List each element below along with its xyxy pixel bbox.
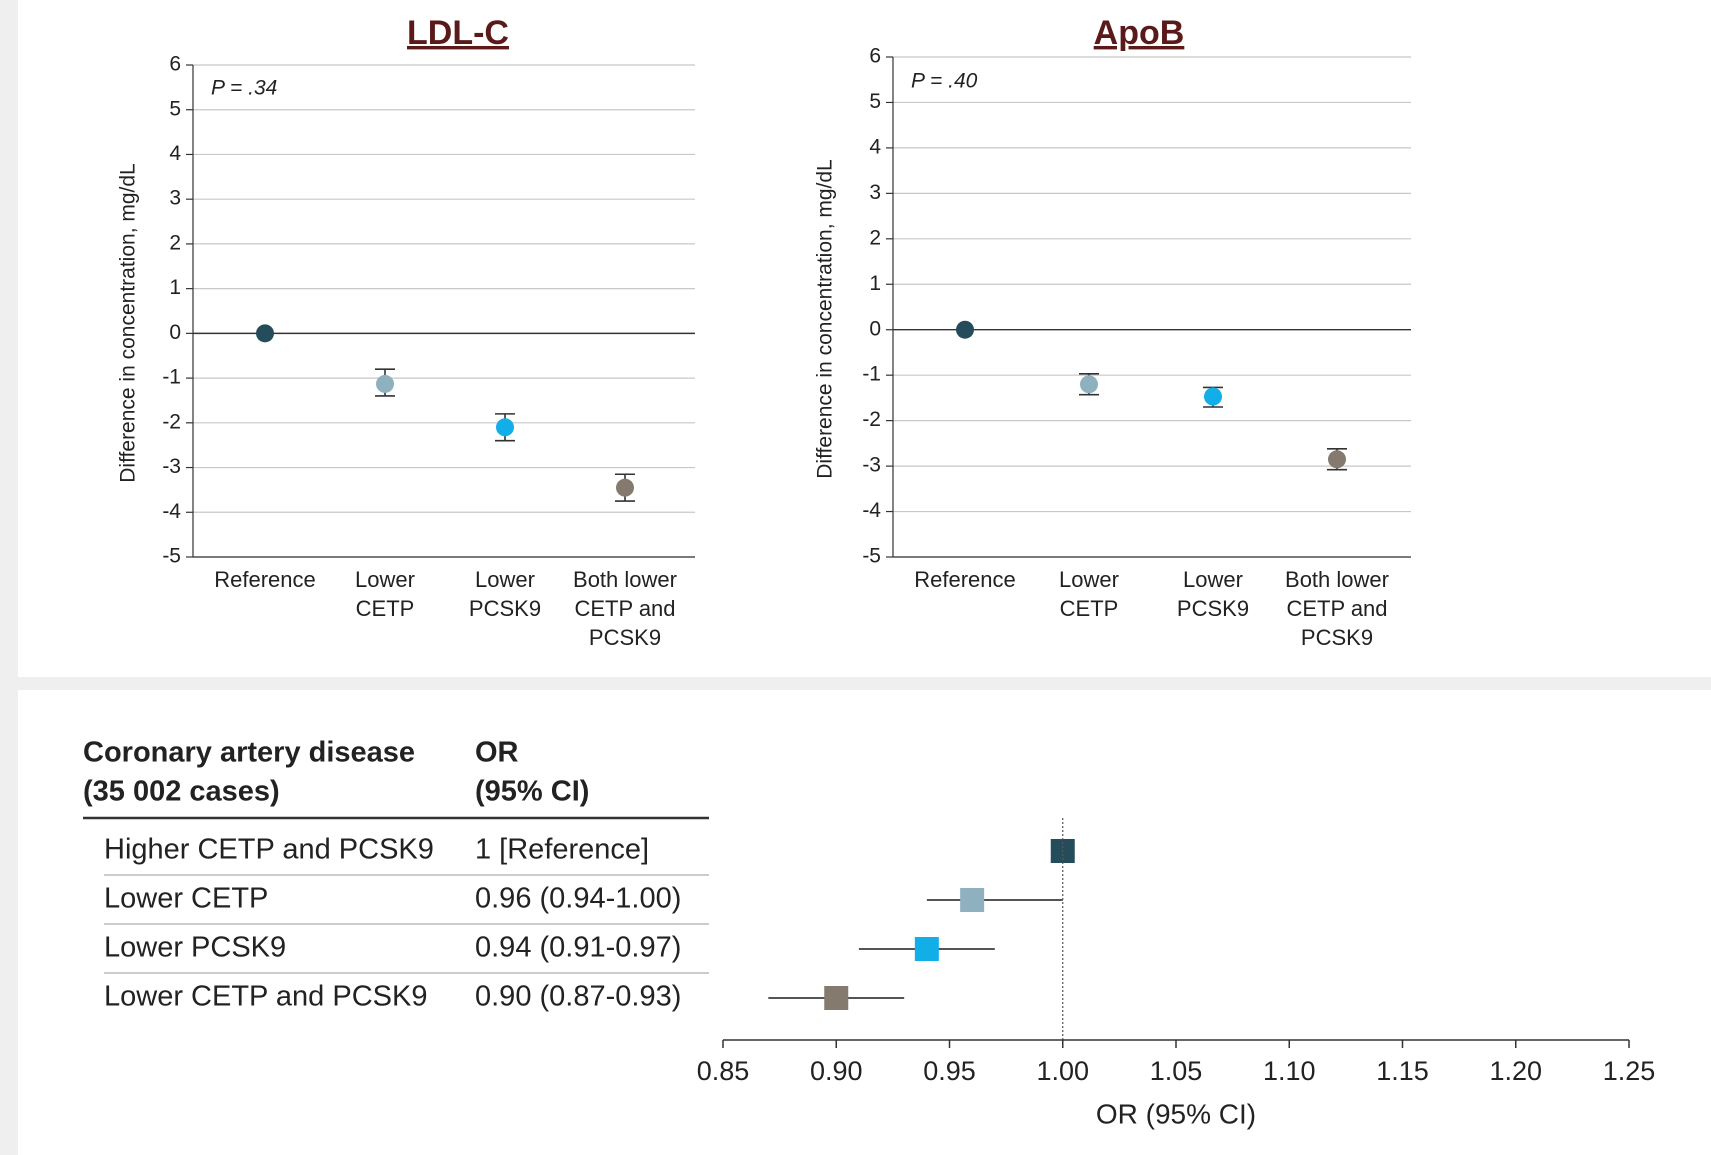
marker	[960, 888, 985, 912]
column-header: (95% CI)	[475, 776, 589, 808]
y-tick-label: 5	[869, 90, 881, 113]
point	[256, 324, 274, 343]
y-tick-label: -1	[862, 363, 881, 386]
y-tick-label: 1	[169, 276, 181, 299]
x-tick-label: Lower CETP	[355, 567, 415, 621]
x-tick-label: Reference	[214, 567, 316, 592]
x-tick-label: 0.85	[697, 1056, 750, 1086]
y-tick-label: 6	[169, 53, 181, 76]
y-tick-label: 5	[169, 97, 181, 120]
x-tick-label: 0.90	[810, 1056, 863, 1086]
y-tick-label: -1	[162, 366, 181, 389]
x-axis-label: OR (95% CI)	[1096, 1098, 1256, 1129]
y-axis-label: Difference in concentration, mg/dL	[117, 163, 140, 482]
value-label: 0.90 (0.87-0.93)	[475, 981, 681, 1013]
marker	[914, 937, 939, 961]
point	[1204, 387, 1222, 406]
annotation: P = .40	[911, 70, 978, 93]
y-tick-label: 0	[169, 321, 181, 344]
x-tick-label: Both lower CETP and PCSK9	[1285, 567, 1389, 650]
y-tick-label: 2	[169, 231, 181, 254]
value-label: 1 [Reference]	[475, 834, 649, 866]
y-tick-label: -5	[862, 545, 881, 568]
y-axis-label: Difference in concentration, mg/dL	[814, 159, 837, 478]
row-label: Lower CETP	[104, 883, 268, 915]
x-tick-label: 1.25	[1603, 1056, 1656, 1086]
x-tick-label: Both lower CETP and PCSK9	[573, 567, 677, 650]
x-tick-label: Lower CETP	[1059, 567, 1119, 621]
chart-title: ApoB	[1094, 14, 1185, 52]
column-header: OR	[475, 737, 519, 769]
x-tick-label: 0.95	[923, 1056, 976, 1086]
point	[496, 418, 514, 437]
y-tick-label: 6	[869, 45, 881, 68]
x-tick-label: Reference	[914, 567, 1016, 592]
y-tick-label: -3	[162, 455, 181, 478]
column-header: (35 002 cases)	[83, 776, 280, 808]
y-tick-label: -4	[162, 500, 181, 523]
x-tick-label: 1.10	[1263, 1056, 1316, 1086]
row-label: Lower PCSK9	[104, 932, 286, 964]
y-tick-label: -4	[862, 499, 881, 522]
y-tick-label: 2	[869, 226, 881, 249]
y-tick-label: 0	[869, 317, 881, 340]
value-label: 0.94 (0.91-0.97)	[475, 932, 681, 964]
x-tick-label: 1.15	[1376, 1056, 1429, 1086]
y-tick-label: -2	[862, 408, 881, 431]
x-tick-label: Lower PCSK9	[1176, 567, 1250, 621]
x-tick-label: Lower PCSK9	[468, 567, 542, 621]
chart-title: LDL-C	[407, 14, 509, 52]
point	[616, 478, 634, 497]
column-header: Coronary artery disease	[83, 737, 415, 769]
y-tick-label: -2	[162, 410, 181, 433]
point	[1080, 375, 1098, 394]
y-tick-label: 4	[869, 135, 881, 158]
y-tick-label: 3	[169, 187, 181, 210]
bottom-panel	[18, 690, 1711, 1155]
x-tick-label: 1.20	[1489, 1056, 1542, 1086]
point	[956, 320, 974, 339]
point	[376, 374, 394, 393]
row-label: Lower CETP and PCSK9	[104, 981, 427, 1013]
value-label: 0.96 (0.94-1.00)	[475, 883, 681, 915]
x-tick-label: 1.05	[1150, 1056, 1203, 1086]
row-label: Higher CETP and PCSK9	[104, 834, 434, 866]
x-tick-label: 1.00	[1036, 1056, 1089, 1086]
annotation: P = .34	[211, 77, 277, 100]
top-panel	[18, 0, 1711, 677]
y-tick-label: 3	[869, 181, 881, 204]
y-tick-label: -3	[862, 454, 881, 477]
y-tick-label: 4	[169, 142, 181, 165]
y-tick-label: -5	[162, 545, 181, 568]
point	[1328, 450, 1346, 469]
marker	[824, 986, 849, 1010]
y-tick-label: 1	[869, 272, 881, 295]
